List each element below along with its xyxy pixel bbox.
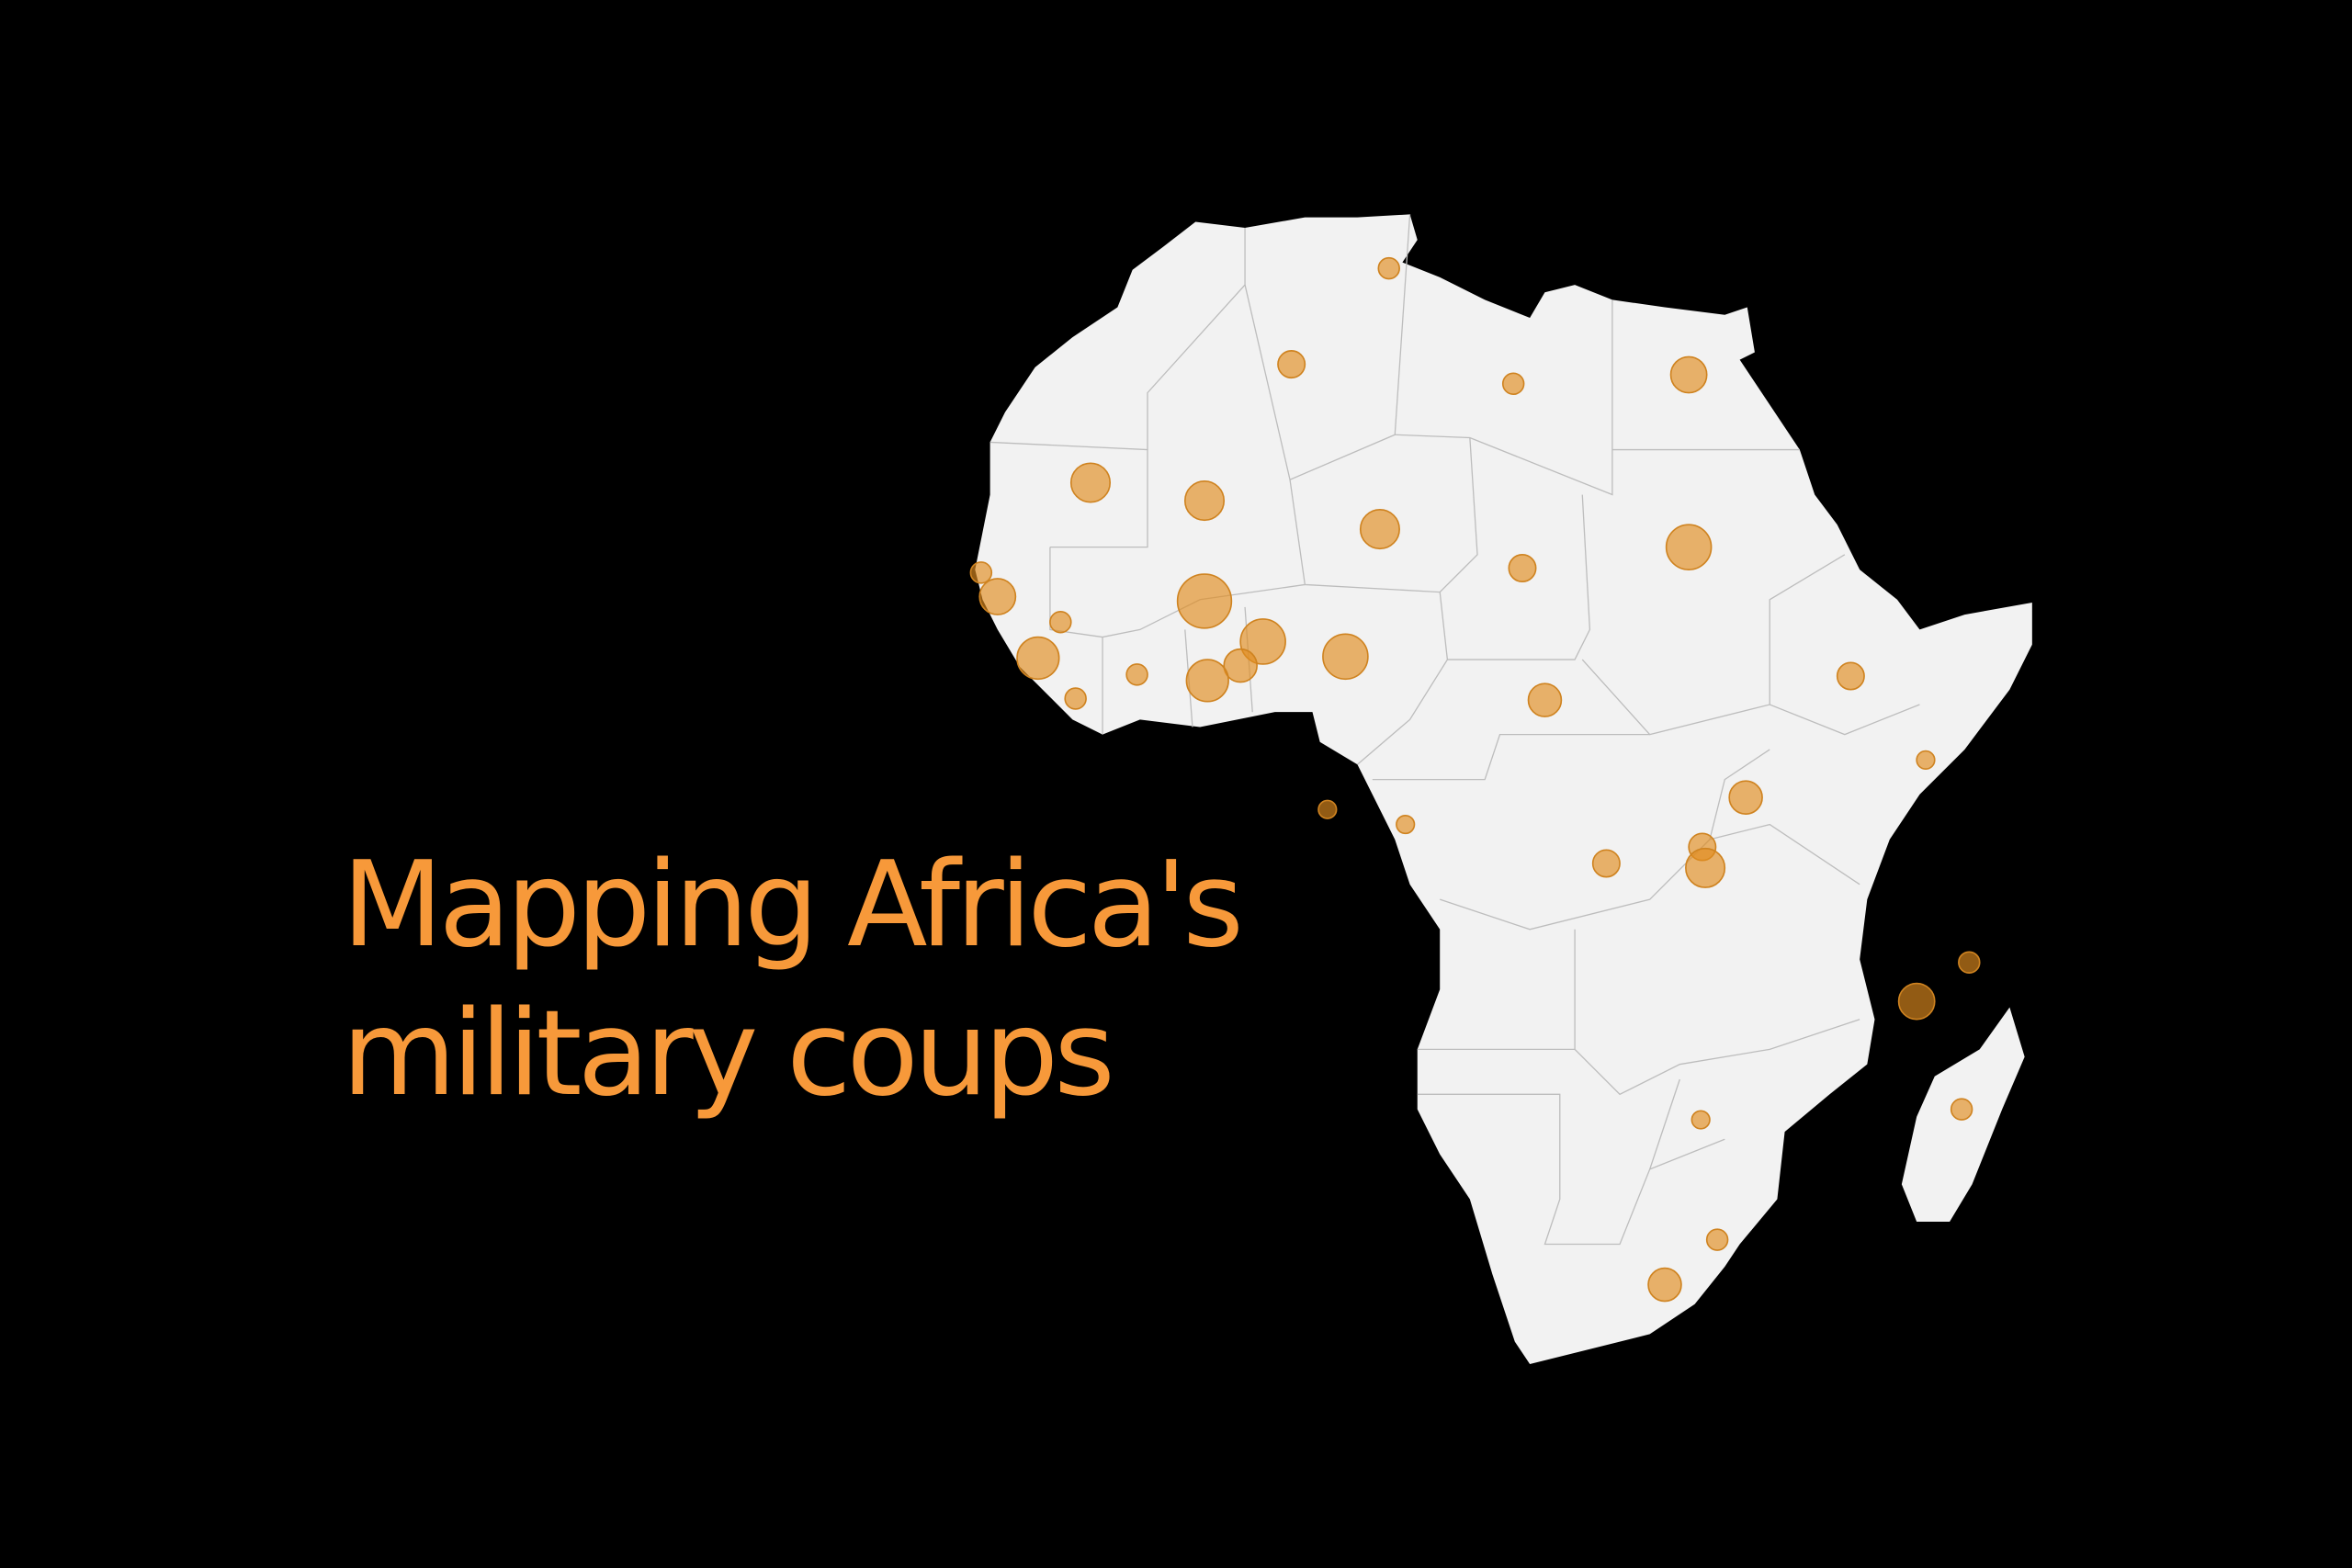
coup-bubble xyxy=(1277,350,1306,379)
country-border xyxy=(1649,1078,1680,1170)
coup-bubble xyxy=(1836,661,1865,691)
country-border xyxy=(1769,554,1846,705)
country-border xyxy=(1574,1019,1860,1096)
coup-bubble xyxy=(1690,1110,1711,1130)
coup-bubble xyxy=(1897,982,1936,1021)
coup-bubbles xyxy=(969,256,1981,1303)
coup-bubble xyxy=(1591,849,1621,878)
coup-bubble xyxy=(1322,633,1369,681)
coup-bubble xyxy=(1185,659,1229,703)
country-border xyxy=(1447,494,1591,660)
coup-bubble xyxy=(1125,663,1148,686)
coup-bubble xyxy=(1064,687,1087,710)
coup-bubble xyxy=(1176,573,1233,629)
africa-landmass xyxy=(975,214,2032,1365)
coup-bubble xyxy=(1527,682,1563,717)
coup-bubble xyxy=(1069,462,1112,503)
country-border xyxy=(1244,214,1411,481)
page-title: Mapping Africa's military coups xyxy=(342,831,1244,1129)
country-borders xyxy=(989,214,1920,1246)
coup-bubble xyxy=(1705,1228,1729,1251)
coup-bubble xyxy=(1183,480,1226,522)
title-line-1: Mapping Africa's xyxy=(342,837,1244,974)
coup-bubble xyxy=(1049,611,1072,634)
coup-bubble xyxy=(1647,1267,1682,1303)
title-line-2: military coups xyxy=(342,986,1115,1122)
coup-bubble xyxy=(1359,509,1400,550)
coup-bubble xyxy=(1396,814,1416,835)
country-border xyxy=(1709,749,1770,840)
country-border xyxy=(1395,299,1613,496)
country-border xyxy=(1049,449,1148,548)
country-border xyxy=(1440,823,1860,931)
coup-bubble xyxy=(1669,355,1708,394)
coup-bubble xyxy=(1016,636,1060,681)
coup-bubble xyxy=(1685,847,1726,888)
coup-bubble xyxy=(1508,553,1537,583)
coup-bubble xyxy=(969,561,993,584)
country-border xyxy=(1372,733,1650,781)
country-border xyxy=(989,228,1246,451)
coup-bubble xyxy=(1916,750,1936,770)
coup-bubble xyxy=(1317,799,1338,819)
coup-bubble xyxy=(978,578,1017,615)
coup-bubble xyxy=(1377,256,1400,280)
coup-bubble xyxy=(1950,1098,1973,1121)
country-border xyxy=(1357,592,1449,765)
coup-bubble xyxy=(1958,951,1981,974)
coup-bubble xyxy=(1665,524,1713,570)
coup-bubble xyxy=(1728,780,1763,815)
coup-bubble xyxy=(1501,372,1525,396)
coup-bubble xyxy=(1223,648,1258,683)
